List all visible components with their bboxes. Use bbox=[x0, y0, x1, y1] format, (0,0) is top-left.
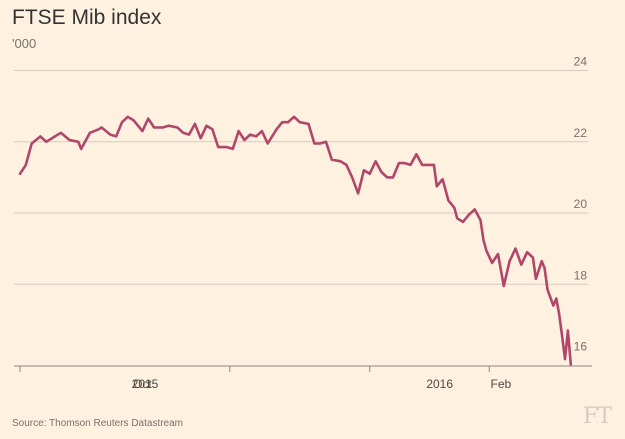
x-tick-label: Oct bbox=[133, 377, 152, 391]
x-tick-label: Feb bbox=[491, 377, 512, 391]
y-tick-label: 16 bbox=[574, 340, 588, 354]
y-tick-label: 22 bbox=[574, 126, 588, 140]
source-note: Source: Thomson Reuters Datastream bbox=[12, 418, 184, 429]
x-tick-label: 2015 bbox=[132, 377, 159, 391]
grid-lines bbox=[14, 70, 588, 285]
series-layer bbox=[18, 115, 573, 366]
y-tick-label: 18 bbox=[574, 268, 588, 282]
ft-logo: FT bbox=[583, 404, 612, 429]
series-line-0 bbox=[18, 115, 573, 366]
y-tick-label: 20 bbox=[574, 197, 588, 211]
x-tick-label: 2016 bbox=[426, 377, 453, 391]
x-axis bbox=[14, 365, 592, 372]
chart-title: FTSE Mib index bbox=[12, 6, 162, 29]
y-tick-label: 24 bbox=[574, 55, 588, 69]
y-tick-labels: 16 18 20 22 24 bbox=[574, 55, 588, 354]
y-axis-unit: '000 bbox=[12, 36, 37, 51]
